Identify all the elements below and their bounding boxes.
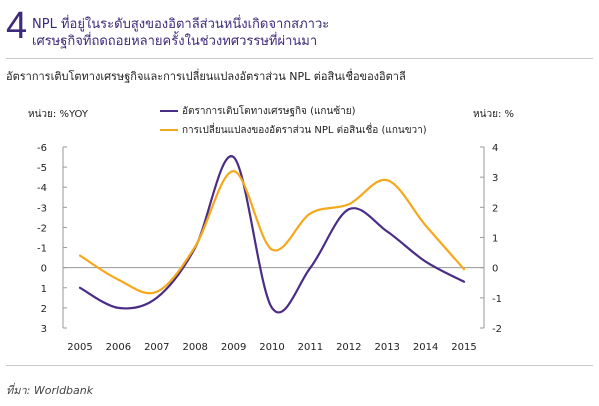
data-point-npl-change <box>348 203 350 206</box>
right-axis-tick-label: 3 <box>492 173 498 184</box>
bottom-divider <box>6 365 593 366</box>
right-axis-tick-label: 2 <box>492 203 498 214</box>
x-axis-tick-label: 2014 <box>413 342 438 353</box>
figure-heading-line1: NPL ที่อยู่ในระดับสูงของอิตาลีส่วนหนึ่งเ… <box>32 17 330 32</box>
data-point-npl-change <box>386 179 389 181</box>
right-axis-tick-label: 0 <box>492 264 498 275</box>
data-point-gdp-growth <box>348 208 350 211</box>
axes: -6 -5 -4 -3 -2 -1 0 1 2 3 4 3 2 1 0 -1 -2 2005 2006 2007 200… <box>37 143 502 353</box>
data-point-npl-change <box>271 248 273 251</box>
legend-label-npl: การเปลี่ยนแปลงของอัตราส่วน NPL ต่อสินเชื… <box>182 122 427 136</box>
left-axis-tick-label: 2 <box>41 304 47 315</box>
right-axis-tick-label: 4 <box>492 143 498 154</box>
x-axis-tick-label: 2012 <box>336 342 361 353</box>
right-axis-tick-label: -2 <box>492 324 502 335</box>
series-line-gdp-growth <box>78 155 466 314</box>
figure-header: 4 NPL ที่อยู่ในระดับสูงของอิตาลีส่วนหนึ่… <box>6 4 593 49</box>
data-point-gdp-growth <box>79 286 81 289</box>
x-axis-tick-label: 2008 <box>182 342 207 353</box>
data-point-gdp-growth <box>424 260 427 263</box>
x-axis-tick-label: 2009 <box>221 342 246 353</box>
series-layer <box>78 155 466 314</box>
data-point-npl-change <box>156 291 158 293</box>
left-axis-tick-label: -5 <box>37 163 47 174</box>
data-point-npl-change <box>309 212 312 215</box>
left-axis-tick-label: -4 <box>37 183 47 194</box>
left-axis-tick-label: 3 <box>41 324 47 335</box>
data-point-npl-change <box>232 170 235 172</box>
x-axis-tick-label: 2007 <box>144 342 169 353</box>
top-divider <box>6 58 593 59</box>
legend: อัตราการเติบโตทางเศรษฐกิจ (แกนซ้าย) การเ… <box>160 104 427 136</box>
left-axis-tick-label: -3 <box>37 203 47 214</box>
source-note: ที่มา: Worldbank <box>6 384 94 397</box>
right-unit-label: หน่วย: % <box>473 109 514 120</box>
data-point-gdp-growth <box>156 297 158 299</box>
left-axis-tick-label: -1 <box>37 244 47 255</box>
left-unit-label: หน่วย: %YOY <box>28 109 89 120</box>
x-axis-tick-label: 2005 <box>67 342 92 353</box>
data-point-gdp-growth <box>463 280 465 283</box>
data-point-gdp-growth <box>117 307 120 309</box>
right-axis-tick-label: -1 <box>492 294 502 305</box>
x-axis-tick-label: 2011 <box>298 342 323 353</box>
data-point-gdp-growth <box>386 230 389 233</box>
data-point-gdp-growth <box>309 266 312 269</box>
right-axis-tick-label: 1 <box>492 234 498 245</box>
data-point-npl-change <box>117 278 120 281</box>
x-axis-tick-label: 2010 <box>259 342 284 353</box>
data-point-gdp-growth <box>232 156 235 158</box>
data-point-npl-change <box>194 245 196 248</box>
data-point-gdp-growth <box>271 307 273 309</box>
left-axis-tick-label: -6 <box>37 143 47 154</box>
left-axis-tick-label: 0 <box>41 264 47 275</box>
data-point-npl-change <box>79 254 81 257</box>
chart-subtitle: อัตราการเติบโตทางเศรษฐกิจและการเปลี่ยนแป… <box>6 70 406 83</box>
series-line-npl-change <box>78 169 466 295</box>
figure-number: 4 <box>6 5 28 47</box>
x-axis-tick-label: 2006 <box>106 342 131 353</box>
data-point-npl-change <box>463 268 465 270</box>
data-point-npl-change <box>424 224 427 227</box>
x-axis-tick-label: 2015 <box>451 342 476 353</box>
left-axis-tick-label: 1 <box>41 284 47 295</box>
legend-label-gdp: อัตราการเติบโตทางเศรษฐกิจ (แกนซ้าย) <box>182 104 356 117</box>
x-axis-tick-label: 2013 <box>374 342 399 353</box>
figure-heading-line2: เศรษฐกิจที่ถดถอยหลายครั้งในช่วงทศวรรษที่… <box>32 34 318 49</box>
left-axis-tick-label: -2 <box>37 223 47 234</box>
